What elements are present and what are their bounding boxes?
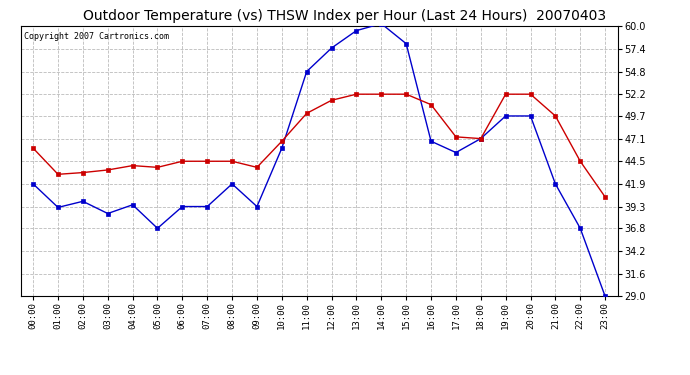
Text: Outdoor Temperature (vs) THSW Index per Hour (Last 24 Hours)  20070403: Outdoor Temperature (vs) THSW Index per … — [83, 9, 607, 23]
Text: Copyright 2007 Cartronics.com: Copyright 2007 Cartronics.com — [23, 32, 168, 40]
